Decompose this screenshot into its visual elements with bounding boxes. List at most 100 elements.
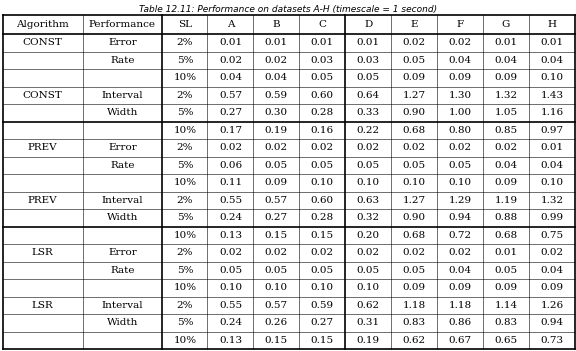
Text: Interval: Interval [101,196,143,205]
Text: H: H [547,20,556,29]
Text: 0.15: 0.15 [265,336,288,345]
Text: 1.14: 1.14 [494,301,517,310]
Text: 0.60: 0.60 [310,196,334,205]
Text: 10%: 10% [173,284,196,292]
Text: 0.03: 0.03 [310,56,334,65]
Text: 0.30: 0.30 [265,108,288,118]
Text: 0.09: 0.09 [403,73,426,82]
Text: LSR: LSR [32,249,54,258]
Text: 0.85: 0.85 [494,126,517,135]
Text: 0.68: 0.68 [403,126,426,135]
Text: SL: SL [178,20,192,29]
Text: 0.01: 0.01 [494,38,517,47]
Text: 0.05: 0.05 [357,266,380,275]
Text: 0.27: 0.27 [310,318,334,327]
Text: 0.59: 0.59 [265,91,288,100]
Text: 2%: 2% [177,249,193,258]
Text: 0.01: 0.01 [540,144,563,152]
Text: 0.10: 0.10 [357,284,380,292]
Text: 0.90: 0.90 [403,213,426,223]
Text: 0.09: 0.09 [449,284,472,292]
Text: 0.64: 0.64 [357,91,380,100]
Text: 1.32: 1.32 [494,91,517,100]
Text: CONST: CONST [23,38,63,47]
Text: 0.04: 0.04 [449,56,472,65]
Text: 0.68: 0.68 [494,231,517,240]
Text: 0.10: 0.10 [219,284,242,292]
Text: 0.55: 0.55 [219,196,242,205]
Text: 0.33: 0.33 [357,108,380,118]
Text: 0.01: 0.01 [494,249,517,258]
Text: 0.75: 0.75 [540,231,563,240]
Text: Interval: Interval [101,91,143,100]
Text: 10%: 10% [173,126,196,135]
Text: 0.02: 0.02 [403,144,426,152]
Text: Error: Error [108,144,137,152]
Text: 0.88: 0.88 [494,213,517,223]
Text: 0.09: 0.09 [494,178,517,187]
Text: 0.99: 0.99 [540,213,563,223]
Text: 0.05: 0.05 [310,73,334,82]
Text: 0.62: 0.62 [403,336,426,345]
Text: 0.19: 0.19 [265,126,288,135]
Text: 0.63: 0.63 [357,196,380,205]
Text: Error: Error [108,249,137,258]
Text: 0.60: 0.60 [310,91,334,100]
Text: 0.04: 0.04 [540,56,563,65]
Text: 0.05: 0.05 [357,161,380,170]
Text: 0.09: 0.09 [403,284,426,292]
Text: 0.24: 0.24 [219,213,242,223]
Text: 0.02: 0.02 [494,144,517,152]
Text: 0.10: 0.10 [310,178,334,187]
Text: 1.30: 1.30 [449,91,472,100]
Text: 0.83: 0.83 [494,318,517,327]
Text: 10%: 10% [173,336,196,345]
Text: 0.73: 0.73 [540,336,563,345]
Text: 0.32: 0.32 [357,213,380,223]
Text: 0.09: 0.09 [265,178,288,187]
Text: Performance: Performance [89,20,156,29]
Text: 0.01: 0.01 [357,38,380,47]
Text: 0.83: 0.83 [403,318,426,327]
Text: 0.24: 0.24 [219,318,242,327]
Text: 0.02: 0.02 [357,144,380,152]
Text: 0.02: 0.02 [219,144,242,152]
Text: 0.02: 0.02 [540,249,563,258]
Text: 0.02: 0.02 [310,144,334,152]
Text: 0.10: 0.10 [540,178,563,187]
Text: G: G [502,20,510,29]
Text: 0.17: 0.17 [219,126,242,135]
Text: 0.04: 0.04 [219,73,242,82]
Text: 0.57: 0.57 [219,91,242,100]
Text: 0.26: 0.26 [265,318,288,327]
Text: F: F [457,20,464,29]
Text: 0.04: 0.04 [265,73,288,82]
Text: Error: Error [108,38,137,47]
Text: 0.05: 0.05 [265,161,288,170]
Text: 0.01: 0.01 [219,38,242,47]
Text: 10%: 10% [173,178,196,187]
Text: 0.80: 0.80 [449,126,472,135]
Text: A: A [227,20,234,29]
Text: PREV: PREV [28,144,58,152]
Text: 5%: 5% [177,161,193,170]
Text: 0.15: 0.15 [310,231,334,240]
Text: 0.31: 0.31 [357,318,380,327]
Text: 1.27: 1.27 [403,196,426,205]
Text: 0.02: 0.02 [449,38,472,47]
Text: 0.67: 0.67 [449,336,472,345]
Text: 1.18: 1.18 [449,301,472,310]
Text: 0.57: 0.57 [265,196,288,205]
Text: 0.22: 0.22 [357,126,380,135]
Text: Interval: Interval [101,301,143,310]
Text: 5%: 5% [177,318,193,327]
Text: Rate: Rate [110,161,135,170]
Text: 0.09: 0.09 [449,73,472,82]
Text: 0.62: 0.62 [357,301,380,310]
Text: 2%: 2% [177,301,193,310]
Text: CONST: CONST [23,91,63,100]
Text: 0.05: 0.05 [265,266,288,275]
Text: 0.28: 0.28 [310,213,334,223]
Text: Width: Width [107,213,138,223]
Text: PREV: PREV [28,196,58,205]
